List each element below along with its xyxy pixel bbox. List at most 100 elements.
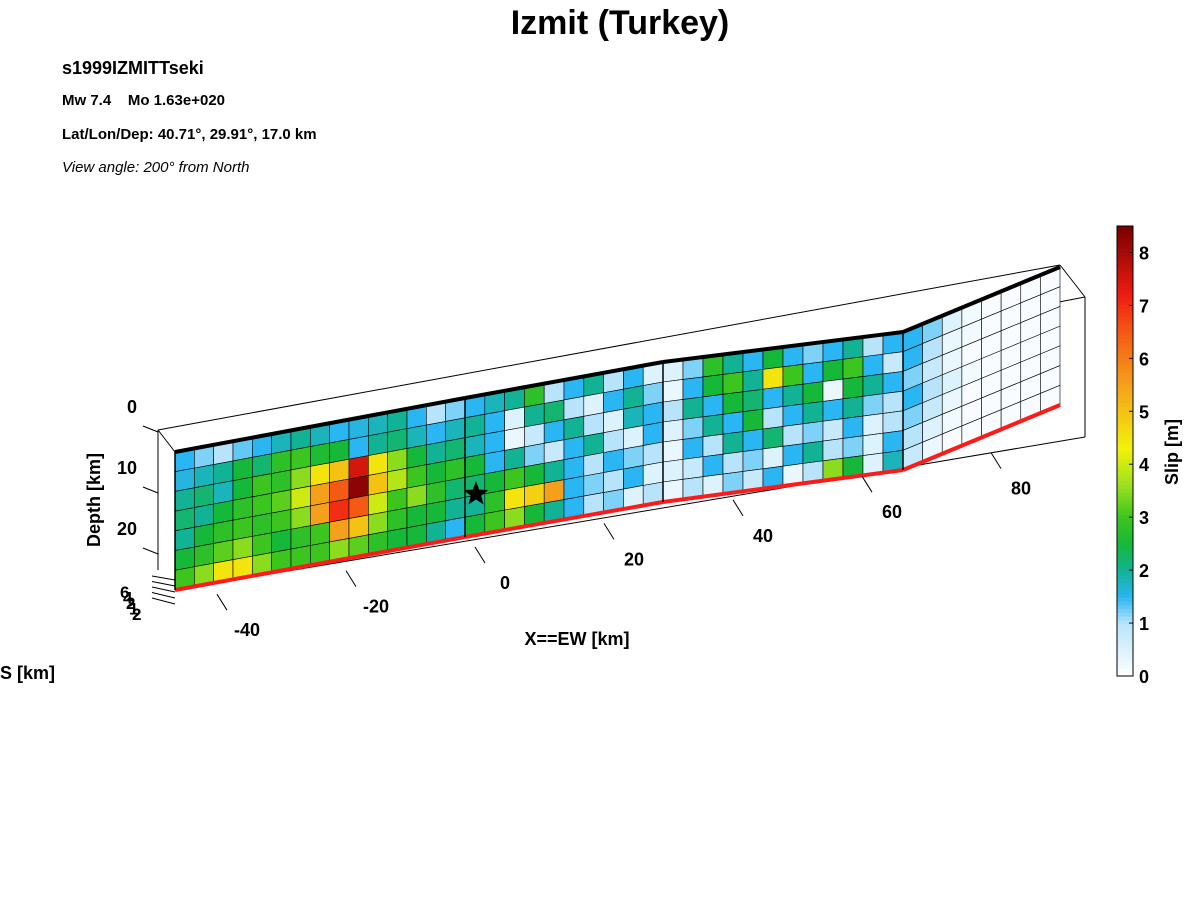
colorbar-band bbox=[1117, 586, 1133, 591]
slip-cell bbox=[603, 408, 624, 434]
colorbar-tick-label: 6 bbox=[1139, 349, 1149, 369]
colorbar-tick-label: 2 bbox=[1139, 561, 1149, 581]
colorbar-band bbox=[1117, 274, 1133, 280]
slip-cell bbox=[642, 441, 664, 466]
slip-cell bbox=[563, 415, 585, 441]
slip-cell bbox=[762, 445, 784, 470]
slip-cell bbox=[722, 371, 744, 395]
slip-cell bbox=[762, 406, 784, 430]
colorbar-tick-label: 8 bbox=[1139, 243, 1149, 263]
slip-cell bbox=[642, 401, 664, 426]
colorbar-band bbox=[1117, 548, 1133, 553]
colorbar-tick-label: 3 bbox=[1139, 508, 1149, 528]
colorbar-band bbox=[1117, 657, 1133, 662]
slip-cell bbox=[426, 500, 446, 525]
colorbar-band bbox=[1117, 526, 1133, 531]
slip-cell bbox=[742, 408, 764, 432]
slip-cell bbox=[194, 464, 214, 489]
colorbar-band bbox=[1117, 346, 1133, 351]
slip-cell bbox=[406, 444, 427, 469]
colorbar-band bbox=[1117, 466, 1133, 471]
colorbar-band bbox=[1117, 391, 1133, 396]
depth-tick bbox=[142, 547, 159, 555]
slip-cell bbox=[329, 458, 350, 483]
slip-cell bbox=[782, 383, 804, 407]
slip-cell bbox=[822, 378, 844, 402]
colorbar-band bbox=[1117, 364, 1133, 370]
slip-cell bbox=[348, 514, 369, 539]
slip-cell bbox=[543, 439, 565, 464]
slip-cell bbox=[782, 363, 804, 388]
colorbar-band bbox=[1117, 271, 1133, 276]
x-tick-label: 60 bbox=[882, 502, 902, 522]
colorbar-band bbox=[1117, 668, 1133, 673]
view-angle: View angle: 200° from North bbox=[62, 159, 250, 176]
slip-cell bbox=[387, 428, 408, 453]
slip-cell bbox=[762, 366, 784, 390]
slip-cell bbox=[762, 426, 784, 450]
x-tick-label: 0 bbox=[500, 573, 510, 593]
slip-cell bbox=[802, 381, 824, 405]
slip-cell bbox=[822, 398, 844, 422]
slip-cell bbox=[583, 452, 604, 477]
slip-cell bbox=[329, 439, 350, 464]
slip-cell bbox=[722, 431, 744, 455]
slip-cell bbox=[174, 507, 195, 532]
slip-cell bbox=[348, 435, 369, 460]
colorbar-band bbox=[1117, 421, 1133, 426]
colorbar-band bbox=[1117, 612, 1133, 617]
colorbar-band bbox=[1117, 301, 1133, 306]
slip-cell bbox=[271, 449, 292, 474]
colorbar-band bbox=[1117, 604, 1133, 610]
slip-cell bbox=[406, 504, 427, 529]
slip-cell bbox=[802, 420, 824, 445]
colorbar-band bbox=[1117, 368, 1133, 373]
colorbar-band bbox=[1117, 574, 1133, 580]
slip-cell bbox=[387, 467, 408, 493]
colorbar-band bbox=[1117, 256, 1133, 261]
slip-cell bbox=[213, 460, 234, 485]
colorbar-band bbox=[1117, 252, 1133, 257]
slip-cell bbox=[213, 539, 234, 564]
x-tick bbox=[732, 499, 744, 517]
colorbar-band bbox=[1117, 342, 1133, 347]
slip-cell bbox=[682, 416, 704, 440]
x-tick-label: 40 bbox=[753, 526, 773, 546]
slip-cell bbox=[524, 442, 545, 468]
slip-cell bbox=[882, 410, 904, 434]
slip-cell bbox=[406, 484, 427, 509]
colorbar-band bbox=[1117, 608, 1133, 613]
x-tick-label: -40 bbox=[234, 620, 260, 640]
box-edge bbox=[157, 429, 176, 453]
slip-cell bbox=[623, 385, 644, 410]
colorbar-band bbox=[1117, 601, 1133, 606]
colorbar-band bbox=[1117, 559, 1133, 565]
slip-cell bbox=[271, 469, 292, 494]
slip-cell bbox=[862, 432, 884, 456]
slip-cell bbox=[882, 390, 904, 414]
slip-cell bbox=[682, 396, 704, 420]
colorbar-band bbox=[1117, 443, 1133, 448]
slip-cell bbox=[623, 445, 644, 470]
ns-tick bbox=[151, 575, 176, 581]
colorbar-band bbox=[1117, 406, 1133, 411]
slip-cell bbox=[194, 523, 214, 548]
slip-cell bbox=[822, 418, 844, 442]
slip-cell bbox=[802, 361, 824, 385]
slip-cell bbox=[524, 403, 545, 428]
slip-cell bbox=[252, 492, 272, 517]
slip-cell bbox=[563, 475, 585, 500]
colorbar-band bbox=[1117, 447, 1133, 452]
slip-cell bbox=[310, 442, 330, 467]
colorbar-label: Slip [m] bbox=[1162, 419, 1182, 485]
colorbar-band bbox=[1117, 589, 1133, 595]
slip-cell bbox=[348, 494, 369, 519]
x-tick bbox=[603, 523, 615, 540]
colorbar-band bbox=[1117, 327, 1133, 332]
slip-cell bbox=[445, 417, 466, 442]
fault-cells bbox=[174, 266, 1061, 591]
colorbar-band bbox=[1117, 312, 1133, 317]
chart-title: Izmit (Turkey) bbox=[511, 4, 730, 42]
fault-bottom-edge bbox=[464, 500, 664, 539]
colorbar-band bbox=[1117, 563, 1133, 568]
